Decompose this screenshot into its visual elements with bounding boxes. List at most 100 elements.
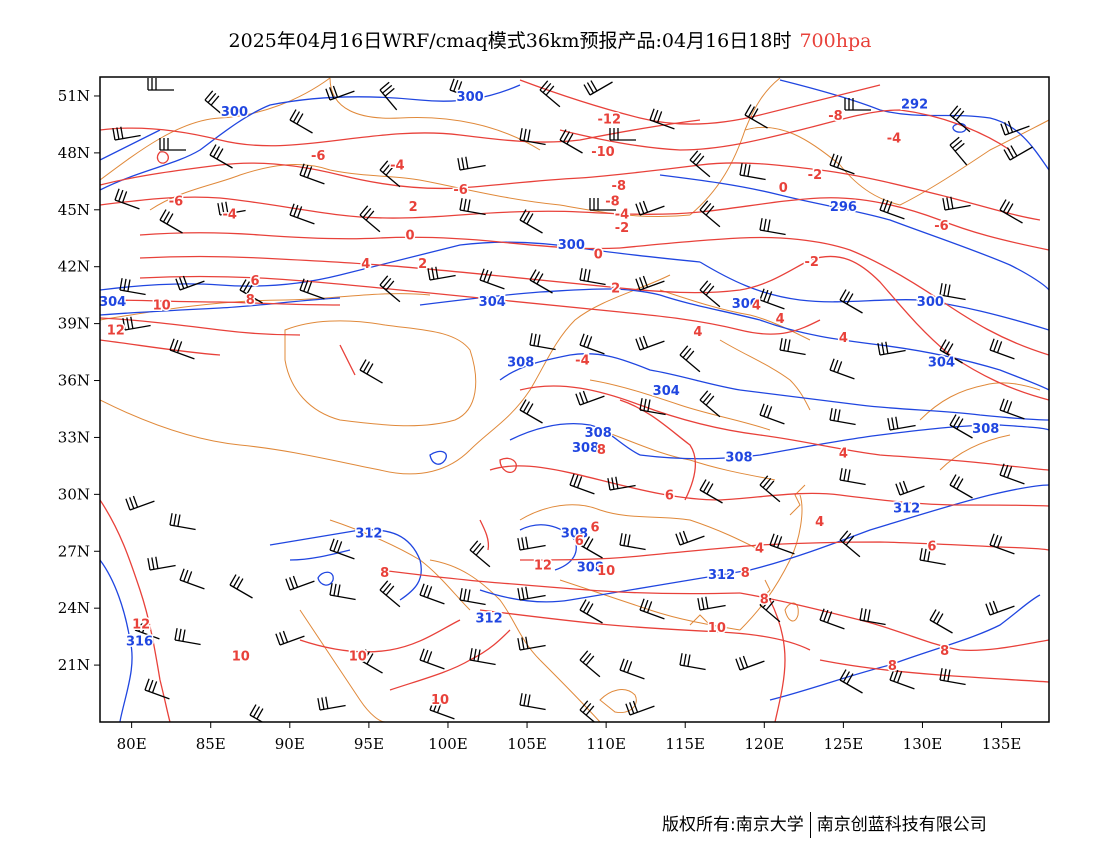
wind-barb-feather: [129, 497, 135, 509]
wind-barb-feather: [521, 587, 525, 600]
wind-barb-feather: [999, 463, 1005, 476]
wind-barb-feather: [521, 637, 525, 650]
wind-barb-feather: [217, 203, 221, 216]
wind-barb-feather: [705, 395, 715, 406]
wind-barb: [209, 154, 233, 169]
wind-barb: [839, 679, 863, 694]
wind-barb-feather: [151, 681, 158, 693]
wind-barb-feather: [943, 283, 947, 296]
wind-barb-feather: [701, 597, 705, 610]
wind-barb-feather: [325, 88, 331, 101]
wind-barb-feather: [173, 339, 179, 352]
wind-barb: [899, 485, 925, 496]
wind-barb-feather: [586, 603, 594, 615]
wind-barb-feather: [893, 669, 899, 682]
y-tick-label: 51N: [58, 87, 90, 105]
wind-barb-feather: [212, 146, 221, 158]
wind-barb-feather: [647, 399, 651, 412]
x-tick-label: 110E: [586, 735, 626, 753]
height-contour-label: 296: [830, 200, 857, 215]
wind-barb-feather: [682, 347, 692, 358]
y-tick-label: 45N: [58, 201, 90, 219]
wind-barb-feather: [525, 586, 529, 599]
wind-barb-feather: [120, 126, 124, 139]
wind-barb-feather: [747, 106, 756, 118]
temperature-contour-label: 8: [888, 659, 897, 674]
temperature-contour-label: 2: [611, 282, 620, 297]
wind-barb: [479, 279, 505, 290]
wind-barb-feather: [952, 476, 961, 488]
wind-barb-feather: [847, 469, 851, 482]
wind-barb-feather: [739, 163, 743, 176]
wind-barb-feather: [333, 583, 337, 596]
title-main: 2025年04月16日WRF/cmaq模式36km预报产品:04月16日18时: [228, 30, 792, 52]
wind-barb: [319, 704, 346, 711]
wind-barb-feather: [573, 474, 579, 487]
wind-barb-feather: [742, 655, 749, 668]
wind-barb-feather: [682, 530, 689, 543]
wind-barb-feather: [744, 104, 752, 116]
wind-barb: [459, 164, 486, 171]
wind-barb-feather: [996, 536, 1003, 548]
wind-barb-feather: [586, 538, 594, 550]
wind-barb-feather: [846, 673, 854, 685]
wind-barb-feather: [242, 281, 251, 293]
wind-barb-feather: [333, 539, 339, 552]
wind-barb-feather: [539, 80, 549, 91]
wind-barb-feather: [919, 548, 923, 561]
wind-barb-feather: [433, 699, 439, 712]
wind-barb-feather: [151, 557, 155, 570]
wind-barb-feather: [759, 475, 769, 486]
wind-barb: [279, 635, 305, 646]
wind-barb-feather: [293, 204, 299, 217]
wind-barb-feather: [1006, 147, 1015, 159]
wind-barb-feather: [522, 401, 531, 413]
wind-barb-feather: [526, 213, 534, 225]
wind-barb-feather: [337, 584, 341, 597]
temperature-contour-label: -4: [222, 208, 236, 223]
wind-barb-feather: [950, 196, 954, 209]
wind-barb-feather: [939, 668, 943, 681]
wind-barb-feather: [517, 538, 521, 551]
wind-barb-feather: [519, 693, 523, 706]
wind-barb-feather: [582, 702, 592, 713]
wind-barb-feather: [236, 578, 244, 590]
wind-barb-feather: [579, 534, 587, 546]
wind-barb-feather: [427, 268, 431, 281]
height-contour-label: 308: [572, 441, 599, 456]
wind-barb-feather: [585, 655, 595, 666]
wind-barb-feather: [362, 651, 371, 663]
wind-barb-feather: [769, 533, 775, 546]
wind-barb-feather: [705, 285, 715, 296]
wind-barb-feather: [435, 266, 439, 279]
wind-barb-feather: [486, 271, 493, 283]
wind-barb-feather: [279, 632, 285, 644]
temperature-contour-label: 0: [405, 228, 414, 243]
temperature-contour-label: -4: [390, 158, 404, 173]
wind-barb-feather: [155, 556, 159, 569]
wind-barb-feather: [178, 628, 182, 641]
wind-barb-feather: [762, 477, 772, 488]
height-contour-label: 308: [585, 426, 612, 441]
wind-barb-feather: [329, 87, 335, 99]
wind-barb: [169, 349, 195, 360]
wind-barb-feather: [833, 154, 839, 167]
credit-company: 南京创蓝科技有限公司: [816, 815, 987, 835]
wind-barb-feather: [359, 649, 367, 661]
wind-barb-feather: [459, 198, 463, 211]
y-tick-label: 39N: [58, 315, 90, 333]
wind-barb-feather: [289, 577, 295, 589]
x-tick-label: 125E: [824, 735, 864, 753]
temperature-contour-label: 4: [755, 541, 764, 556]
wind-barb-feather: [623, 533, 627, 546]
wind-barb-feather: [881, 342, 885, 355]
wind-barb-feather: [833, 408, 837, 421]
wind-barb-feather: [699, 200, 709, 211]
wind-barb-feather: [317, 698, 321, 711]
wind-barb-feather: [144, 678, 150, 691]
height-contour-label: 300: [457, 90, 484, 105]
temperature-contour-label: 8: [246, 293, 255, 308]
temperature-contour-label: 10: [349, 650, 367, 665]
wind-barb-feather: [1002, 201, 1011, 213]
wind-barb-feather: [927, 549, 931, 562]
